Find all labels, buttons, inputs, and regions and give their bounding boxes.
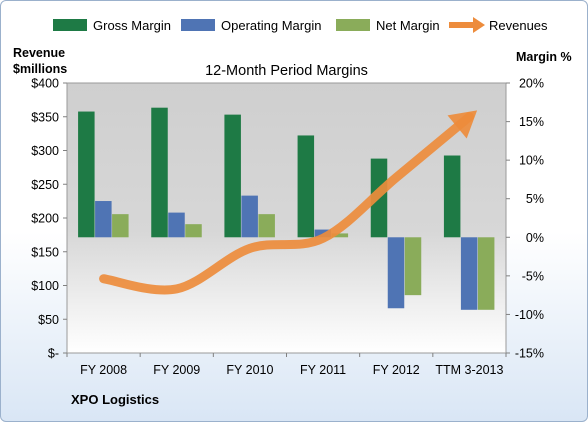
bar-operating-margin: [241, 195, 258, 238]
legend-label: Revenues: [489, 18, 548, 33]
legend-swatch: [181, 19, 215, 31]
revenues-line: [99, 112, 474, 295]
bar-gross-margin: [297, 135, 315, 238]
bar-operating-margin: [168, 212, 185, 238]
revenues-arrowhead: [447, 110, 478, 139]
bar-net-margin: [477, 237, 495, 310]
left-tick-label: $350: [31, 110, 59, 124]
legend-swatch-revenues-head: [473, 17, 485, 33]
left-axis-label: $millions: [13, 62, 67, 76]
x-tick-label: FY 2008: [80, 363, 127, 377]
left-tick-label: $50: [38, 313, 59, 327]
left-axis-label: Revenue: [13, 46, 65, 60]
left-tick-label: $300: [31, 144, 59, 158]
x-tick-label: FY 2009: [153, 363, 200, 377]
left-tick-label: $200: [31, 212, 59, 226]
right-tick-label: 5%: [526, 192, 544, 206]
right-tick-label: 15%: [519, 115, 544, 129]
bar-operating-margin: [95, 201, 112, 238]
right-tick-label: -10%: [515, 308, 544, 322]
legend-swatch: [53, 19, 87, 31]
legend-label: Operating Margin: [221, 18, 321, 33]
left-tick-label: $-: [48, 347, 59, 361]
x-tick-label: FY 2010: [226, 363, 273, 377]
bar-gross-margin: [443, 155, 461, 238]
bar-net-margin: [404, 237, 422, 296]
left-tick-label: $100: [31, 279, 59, 293]
legend-label: Net Margin: [376, 18, 440, 33]
right-tick-label: -15%: [515, 347, 544, 361]
x-tick-label: FY 2011: [300, 363, 346, 377]
right-axis-label: Margin %: [516, 50, 572, 64]
right-tick-label: 10%: [519, 154, 544, 168]
bar-net-margin: [112, 214, 129, 238]
company-label: XPO Logistics: [71, 392, 159, 407]
x-tick-label: TTM 3-2013: [435, 363, 503, 377]
bar-gross-margin: [151, 107, 168, 238]
bar-net-margin: [258, 214, 275, 238]
legend-label: Gross Margin: [93, 18, 171, 33]
x-tick-label: FY 2012: [373, 363, 420, 377]
left-tick-label: $400: [31, 77, 59, 91]
right-tick-label: 20%: [519, 77, 544, 91]
bar-net-margin: [185, 224, 202, 238]
plot-area: [66, 82, 507, 354]
bar-net-margin: [331, 233, 349, 238]
legend-swatch: [336, 19, 370, 31]
left-tick-label: $250: [31, 178, 59, 192]
right-tick-label: 0%: [526, 231, 544, 245]
bar-gross-margin: [224, 114, 241, 238]
left-tick-label: $150: [31, 245, 59, 259]
bar-operating-margin: [387, 237, 405, 309]
chart-title: 12-Month Period Margins: [205, 63, 368, 79]
right-tick-label: -5%: [522, 269, 544, 283]
bar-gross-margin: [78, 111, 95, 238]
bar-operating-margin: [460, 237, 478, 310]
